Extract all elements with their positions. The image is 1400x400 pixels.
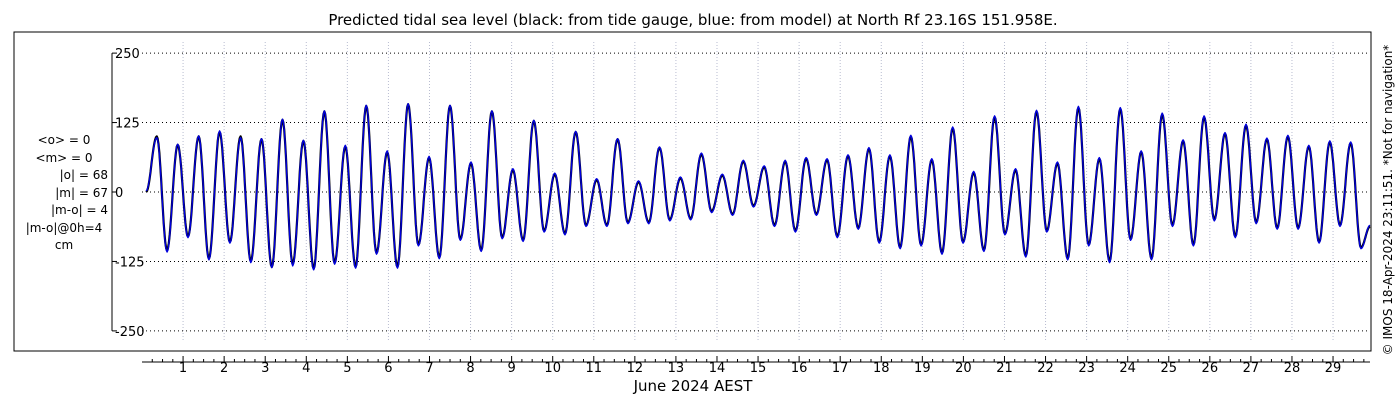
x-tick-label: 2 xyxy=(220,361,228,376)
stats-panel: <o> = 0 <m> = 0 |o| = 68 |m| = 67 |m-o| … xyxy=(18,132,110,255)
x-tick-label: 27 xyxy=(1243,361,1260,376)
x-tick-label: 11 xyxy=(585,361,602,376)
stat-abs-model: |m| = 67 xyxy=(55,185,108,200)
x-tick-label: 16 xyxy=(791,361,808,376)
chart-title: Predicted tidal sea level (black: from t… xyxy=(328,11,1057,29)
outer-frame xyxy=(13,31,1372,352)
series-group xyxy=(145,103,1371,271)
x-axis: 1 2 3 4 5 6 7 8 9 10 11 12 13 14 15 16 17 18 19 20 21 22 23 24 2… xyxy=(142,356,1370,376)
y-tick-label: 125 xyxy=(115,117,140,132)
y-tick-label: 250 xyxy=(115,47,140,62)
x-tick-label: 15 xyxy=(750,361,767,376)
x-tick-label: 26 xyxy=(1202,361,1219,376)
stat-mean-model: <m> = 0 xyxy=(35,150,93,165)
x-tick-label: 25 xyxy=(1160,361,1177,376)
x-tick-label: 14 xyxy=(709,361,726,376)
x-tick-label: 29 xyxy=(1325,361,1342,376)
stat-unit: cm xyxy=(54,238,74,252)
x-tick-label: 28 xyxy=(1284,361,1301,376)
stat-mean-observed: <o> = 0 xyxy=(37,133,91,147)
x-tick-label: 21 xyxy=(996,361,1013,376)
x-tick-label: 9 xyxy=(507,361,515,376)
x-tick-label: 3 xyxy=(261,361,269,376)
grid-lines xyxy=(142,42,1370,342)
x-tick-label: 7 xyxy=(425,361,433,376)
x-tick-label: 19 xyxy=(914,361,931,376)
x-tick-label: 13 xyxy=(668,361,685,376)
x-tick-label: 10 xyxy=(544,361,561,376)
stat-abs-difference-0h: |m-o|@0h=4 xyxy=(25,220,103,235)
stat-abs-observed: |o| = 68 xyxy=(59,168,108,182)
x-tick-label: 5 xyxy=(343,361,351,376)
x-tick-label: 12 xyxy=(627,361,644,376)
y-axis: -250 -125 0 125 250 xyxy=(111,47,145,340)
x-tick-label: 6 xyxy=(384,361,392,376)
x-tick-label: 20 xyxy=(955,361,972,376)
copyright-note: © IMOS 18-Apr-2024 23:11:51. *Not for na… xyxy=(1381,45,1395,356)
y-tick-label: -125 xyxy=(115,255,145,270)
y-tick-label: -250 xyxy=(115,325,145,340)
x-tick-label: 23 xyxy=(1078,361,1095,376)
x-tick-label: 24 xyxy=(1119,361,1136,376)
stat-abs-difference: |m-o| = 4 xyxy=(51,203,108,217)
x-tick-label: 22 xyxy=(1037,361,1054,376)
series-line-model xyxy=(145,103,1371,271)
x-tick-label: 8 xyxy=(466,361,474,376)
x-tick-label: 1 xyxy=(179,361,187,376)
y-tick-label: 0 xyxy=(115,186,123,201)
x-tick-label: 17 xyxy=(832,361,849,376)
x-tick-label: 18 xyxy=(873,361,890,376)
x-tick-label: 4 xyxy=(302,361,310,376)
x-axis-label: June 2024 AEST xyxy=(633,377,754,395)
